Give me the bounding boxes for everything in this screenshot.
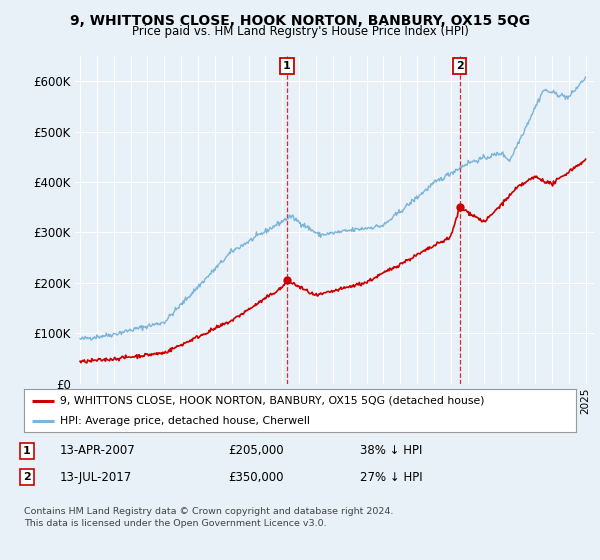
Text: 27% ↓ HPI: 27% ↓ HPI xyxy=(360,470,422,484)
Text: £205,000: £205,000 xyxy=(228,444,284,458)
Text: 13-APR-2007: 13-APR-2007 xyxy=(60,444,136,458)
Text: 9, WHITTONS CLOSE, HOOK NORTON, BANBURY, OX15 5QG (detached house): 9, WHITTONS CLOSE, HOOK NORTON, BANBURY,… xyxy=(60,396,484,406)
Text: 2: 2 xyxy=(456,61,464,71)
Text: 13-JUL-2017: 13-JUL-2017 xyxy=(60,470,132,484)
Text: 2: 2 xyxy=(23,472,31,482)
Text: £350,000: £350,000 xyxy=(228,470,284,484)
Text: HPI: Average price, detached house, Cherwell: HPI: Average price, detached house, Cher… xyxy=(60,416,310,426)
Text: 9, WHITTONS CLOSE, HOOK NORTON, BANBURY, OX15 5QG: 9, WHITTONS CLOSE, HOOK NORTON, BANBURY,… xyxy=(70,14,530,28)
Text: 38% ↓ HPI: 38% ↓ HPI xyxy=(360,444,422,458)
Text: 1: 1 xyxy=(283,61,291,71)
Text: Contains HM Land Registry data © Crown copyright and database right 2024.
This d: Contains HM Land Registry data © Crown c… xyxy=(24,507,394,528)
Text: Price paid vs. HM Land Registry's House Price Index (HPI): Price paid vs. HM Land Registry's House … xyxy=(131,25,469,38)
Text: 1: 1 xyxy=(23,446,31,456)
